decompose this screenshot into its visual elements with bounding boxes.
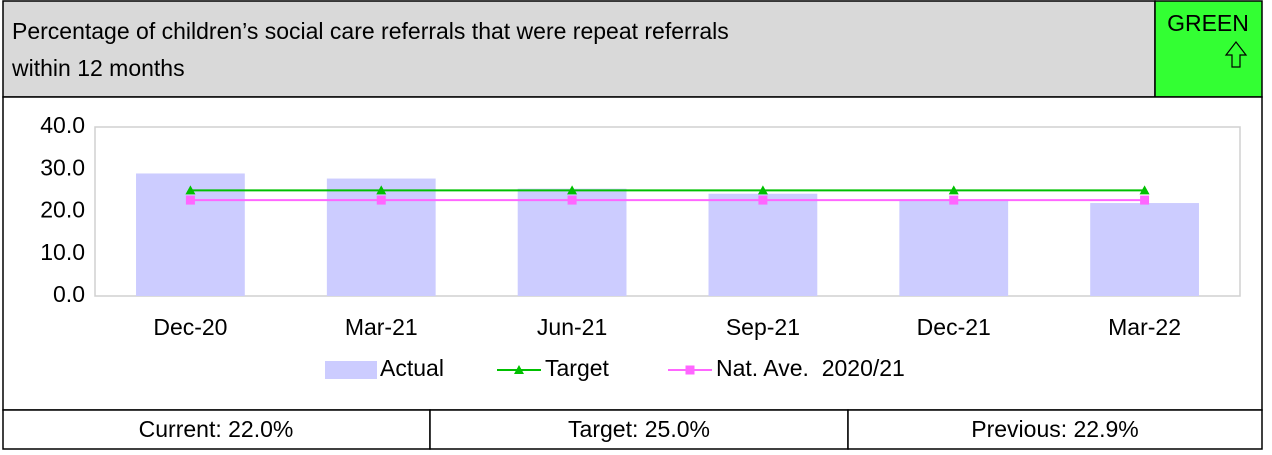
marker [185, 185, 196, 195]
marker [376, 185, 387, 195]
bar [1090, 203, 1199, 296]
footer-cell [429, 409, 849, 450]
marker [685, 365, 695, 375]
marker [514, 365, 524, 374]
marker [949, 195, 959, 205]
footer-text: Current: 22.0% [139, 416, 294, 442]
footer-cell [2, 409, 431, 450]
x-tick-label: Dec-21 [917, 314, 991, 340]
bar [899, 199, 1009, 296]
bar [517, 188, 627, 296]
legend-swatch [325, 361, 377, 379]
x-tick-label: Mar-22 [1108, 314, 1181, 340]
marker [757, 185, 768, 195]
x-tick-label: Sep-21 [726, 314, 800, 340]
footer-cell [847, 409, 1263, 450]
y-tick-label: 20.0 [40, 197, 85, 223]
legend-label: Actual [380, 355, 444, 381]
x-tick-label: Dec-20 [153, 314, 227, 340]
y-tick-label: 30.0 [40, 154, 85, 180]
bar [708, 193, 818, 296]
status-label: GREEN [1167, 10, 1249, 36]
legend-label: Nat. Ave. 2020/21 [716, 355, 905, 381]
status-box [1154, 0, 1263, 98]
title-line: Percentage of children’s social care ref… [12, 18, 729, 44]
y-tick-label: 40.0 [40, 112, 85, 138]
marker [376, 195, 386, 205]
x-tick-label: Mar-21 [345, 314, 418, 340]
footer-text: Previous: 22.9% [971, 416, 1138, 442]
y-tick-label: 10.0 [40, 239, 85, 265]
marker [1140, 195, 1150, 205]
marker [185, 195, 195, 205]
footer-text: Target: 25.0% [568, 416, 710, 442]
marker [567, 195, 577, 205]
marker [567, 185, 578, 195]
marker [948, 185, 959, 195]
title-line: within 12 months [11, 55, 185, 81]
x-tick-label: Jun-21 [537, 314, 607, 340]
legend-label: Target [545, 355, 610, 381]
y-tick-label: 0.0 [53, 281, 85, 307]
plot-frame [94, 126, 1241, 297]
marker [758, 195, 768, 205]
marker [1139, 185, 1150, 195]
trend-arrow [1224, 41, 1248, 68]
header-box [2, 0, 1156, 98]
